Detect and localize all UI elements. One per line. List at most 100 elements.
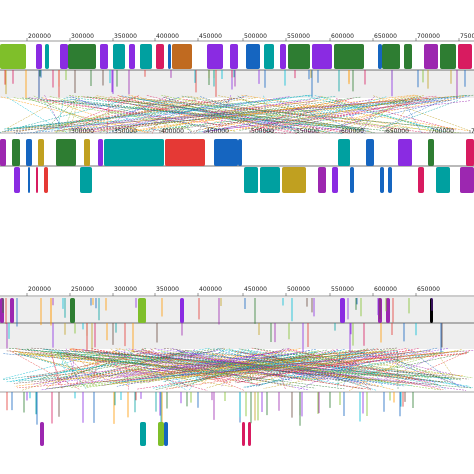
bottom-lcb-connections [2, 347, 474, 391]
lcb-connection [6, 350, 355, 377]
lcb-connection [188, 352, 214, 391]
lcb-block [0, 139, 6, 166]
ruler-tick-label: 450000 [244, 286, 267, 293]
lcb-connection [6, 96, 336, 129]
ruler-tick-label: 300000 [71, 33, 94, 40]
lcb-connection [115, 352, 298, 377]
lcb-connection [44, 98, 77, 131]
second-lcb-blocks [0, 139, 474, 193]
lcb-connection [36, 353, 319, 381]
lcb-connection [66, 96, 357, 129]
lcb-connection [98, 100, 317, 131]
lcb-connection [70, 95, 80, 130]
lcb-connection [51, 353, 315, 389]
lcb-block [318, 167, 326, 193]
lcb-connection [79, 94, 415, 134]
lcb-block [404, 44, 412, 69]
lcb-block [388, 167, 392, 193]
ruler-tick-label: 300000 [114, 286, 137, 293]
lcb-connection [137, 98, 294, 132]
lcb-connection [128, 348, 467, 391]
lcb-connection [98, 96, 361, 133]
lcb-connection [140, 350, 188, 388]
lcb-connection [14, 350, 129, 387]
lcb-connection [337, 352, 341, 387]
lcb-connection [348, 350, 462, 377]
lcb-block [156, 44, 164, 69]
lcb-block [382, 44, 400, 69]
lcb-block [386, 298, 390, 323]
lcb-block [280, 44, 286, 69]
lcb-connection [200, 96, 296, 131]
lcb-connection [6, 96, 62, 132]
lcb-connection [349, 350, 422, 391]
lcb-connection [259, 351, 287, 382]
lcb-connection [355, 98, 403, 134]
ruler-tick-label: 700000 [431, 128, 454, 135]
lcb-connection [136, 348, 379, 376]
lcb-connection [31, 348, 147, 382]
lcb-connection [16, 97, 244, 130]
lcb-block [10, 298, 14, 323]
lcb-connection [226, 99, 410, 132]
lcb-block [466, 139, 474, 166]
lcb-connection [14, 348, 301, 387]
lcb-connection [402, 99, 422, 133]
lcb-connection [286, 349, 422, 381]
lcb-connection [89, 100, 302, 130]
lcb-block [246, 44, 260, 69]
lcb-connection [73, 95, 139, 131]
lcb-block [140, 422, 146, 446]
lcb-connection [125, 348, 159, 379]
lcb-connection [136, 352, 406, 387]
lcb-block [104, 139, 164, 166]
lcb-connection [170, 351, 321, 389]
ruler-tick-label: 350000 [114, 33, 137, 40]
lcb-connection [124, 353, 178, 378]
lcb-connection [169, 352, 363, 384]
lcb-block [0, 298, 4, 323]
lcb-block [332, 167, 338, 193]
lcb-connection [161, 94, 331, 134]
lcb-connection [357, 350, 467, 388]
lcb-connection [155, 349, 328, 390]
lcb-connection [255, 349, 368, 384]
top-genome-panel: 200000 300000 350000 400000 450000 500000 5500… [0, 33, 474, 99]
lcb-connection [263, 349, 462, 389]
ruler-tick-label: 300000 [71, 128, 94, 135]
lcb-block [398, 139, 412, 166]
lcb-block [238, 139, 242, 166]
top-track-band [0, 70, 474, 98]
lcb-connection [64, 351, 208, 391]
lcb-block [260, 167, 280, 193]
lcb-connection [7, 99, 60, 129]
lcb-connection [70, 98, 226, 132]
lcb-connection [40, 351, 177, 376]
ruler-tick-label: 350000 [156, 286, 179, 293]
top-ruler-ticks: 200000 300000 350000 400000 450000 500000 5500… [26, 33, 474, 41]
lcb-connection [55, 99, 435, 133]
lcb-block [165, 139, 205, 166]
ruler-tick-label: 500000 [251, 128, 274, 135]
lcb-connection [18, 352, 92, 376]
lcb-connection [133, 350, 307, 381]
lcb-block [36, 44, 42, 69]
lcb-connection [191, 352, 375, 377]
lcb-connection [112, 350, 295, 388]
lcb-connection [203, 351, 245, 376]
bottom-lcb-blocks [0, 298, 443, 353]
ruler-tick-label: 650000 [374, 33, 397, 40]
lcb-connection [380, 97, 449, 129]
lcb-block [430, 298, 433, 323]
ruler-tick-label: 600000 [331, 33, 354, 40]
lcb-block [138, 298, 146, 323]
lcb-block [242, 422, 245, 446]
lcb-connection [363, 352, 384, 388]
lcb-connection [335, 98, 456, 131]
lcb-block [158, 422, 164, 446]
lcb-connection [84, 350, 465, 387]
lcb-block [28, 167, 30, 193]
ruler-tick-label: 650000 [386, 128, 409, 135]
ruler-tick-label: 450000 [206, 128, 229, 135]
